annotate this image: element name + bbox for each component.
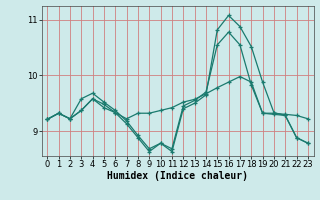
X-axis label: Humidex (Indice chaleur): Humidex (Indice chaleur) — [107, 171, 248, 181]
